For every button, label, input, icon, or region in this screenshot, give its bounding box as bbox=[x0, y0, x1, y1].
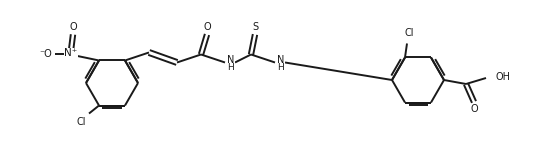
Text: OH: OH bbox=[495, 72, 510, 82]
Text: O: O bbox=[203, 22, 211, 33]
Text: N: N bbox=[277, 55, 285, 65]
Text: N: N bbox=[227, 55, 235, 65]
Text: H: H bbox=[278, 63, 284, 72]
Text: S: S bbox=[252, 22, 258, 33]
Text: ⁻O: ⁻O bbox=[40, 49, 52, 59]
Text: O: O bbox=[69, 22, 77, 33]
Text: Cl: Cl bbox=[76, 116, 86, 127]
Text: Cl: Cl bbox=[404, 28, 414, 39]
Text: N⁺: N⁺ bbox=[64, 49, 78, 58]
Text: H: H bbox=[228, 63, 234, 72]
Text: O: O bbox=[470, 104, 478, 114]
